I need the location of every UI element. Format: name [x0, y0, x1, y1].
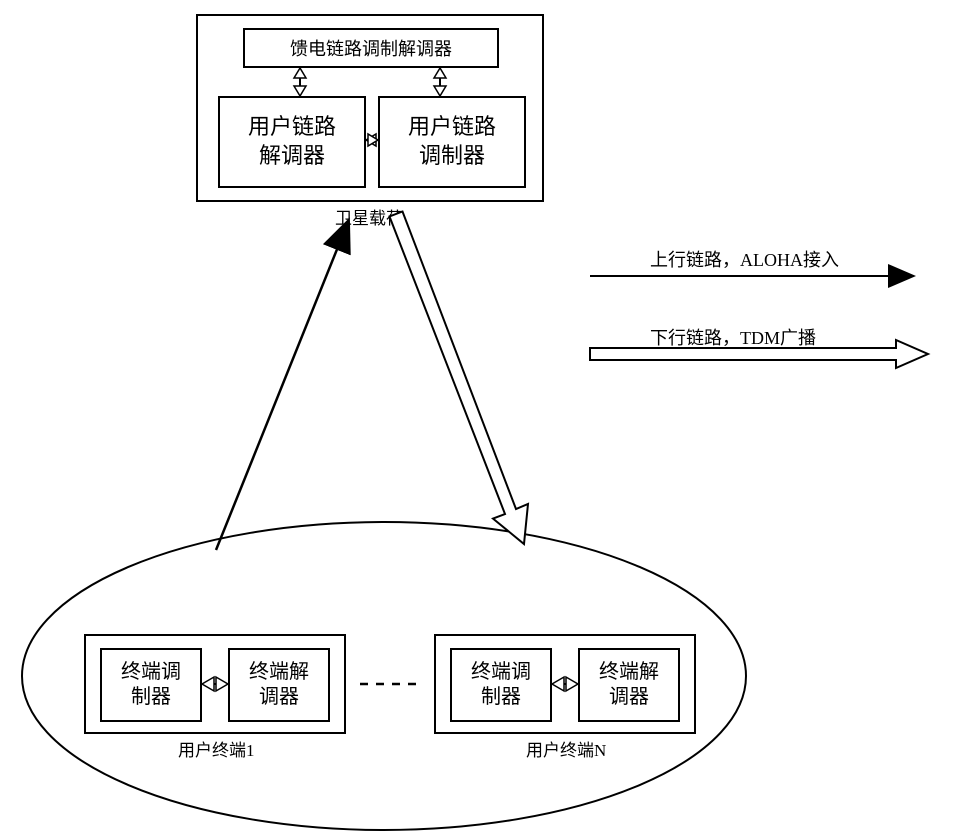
user-link-mod-label1: 用户链路 — [408, 113, 496, 142]
terminaln-mod-box: 终端调 制器 — [450, 648, 552, 722]
terminaln-caption: 用户终端N — [526, 736, 606, 761]
uplink-main-arrow — [216, 222, 348, 550]
terminal1-mod-box: 终端调 制器 — [100, 648, 202, 722]
terminaln-mod-label2: 制器 — [481, 685, 521, 710]
terminal1-demod-label1: 终端解 — [249, 660, 309, 685]
terminal1-mod-label2: 制器 — [131, 685, 171, 710]
terminal1-demod-box: 终端解 调器 — [228, 648, 330, 722]
terminaln-demod-box: 终端解 调器 — [578, 648, 680, 722]
downlink-legend-text: 下行链路，TDM广播 — [650, 324, 816, 350]
downlink-main-arrow — [390, 212, 529, 545]
terminaln-mod-label1: 终端调 — [471, 660, 531, 685]
feed-link-modem-box: 馈电链路调制解调器 — [243, 28, 499, 68]
satellite-caption: 卫星载荷 — [335, 204, 403, 229]
user-link-mod-label2: 调制器 — [419, 142, 485, 171]
feed-link-modem-label: 馈电链路调制解调器 — [290, 35, 452, 61]
terminal1-caption: 用户终端1 — [178, 736, 255, 761]
user-link-demod-box: 用户链路 解调器 — [218, 96, 366, 188]
terminal1-mod-label1: 终端调 — [121, 660, 181, 685]
user-link-demod-label2: 解调器 — [259, 142, 325, 171]
terminaln-demod-label2: 调器 — [609, 685, 649, 710]
terminaln-demod-label1: 终端解 — [599, 660, 659, 685]
user-link-demod-label1: 用户链路 — [248, 113, 336, 142]
user-link-mod-box: 用户链路 调制器 — [378, 96, 526, 188]
uplink-legend-text: 上行链路，ALOHA接入 — [650, 246, 839, 272]
terminal1-demod-label2: 调器 — [259, 685, 299, 710]
